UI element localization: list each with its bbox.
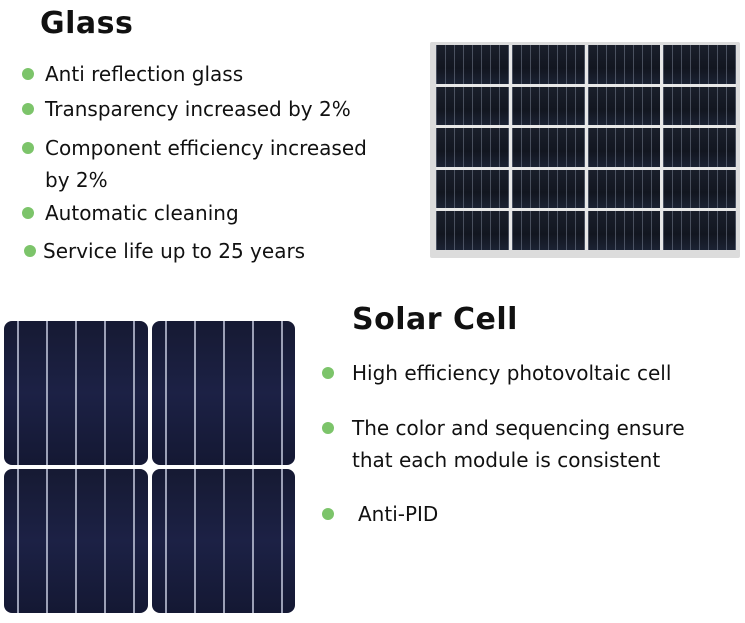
panel-cell	[587, 128, 661, 167]
bullet-icon	[22, 207, 34, 219]
bullet-icon	[22, 103, 34, 115]
cell-square	[4, 321, 148, 465]
glass-bullet-cont: by 2%	[45, 168, 108, 192]
bullet-icon	[24, 245, 36, 257]
bullet-icon	[322, 422, 334, 434]
glass-bullet: Service life up to 25 years	[43, 239, 306, 263]
cell-square	[4, 469, 148, 613]
glass-bullet: Transparency increased by 2%	[45, 97, 351, 121]
cell-bullet-cont: that each module is consistent	[352, 448, 661, 472]
panel-cell	[587, 45, 661, 84]
panel-cell	[587, 169, 661, 209]
panel-cell	[436, 169, 509, 209]
cell-square	[151, 469, 295, 613]
glass-title: Glass	[40, 6, 134, 41]
bullet-icon	[22, 68, 34, 80]
panel-cell	[587, 211, 661, 250]
panel-cell	[511, 169, 585, 209]
cell-square	[151, 321, 295, 465]
panel-cell	[511, 128, 585, 167]
panel-cell	[663, 211, 736, 250]
cell-bullet: The color and sequencing ensure	[352, 416, 685, 440]
solar-cell-title: Solar Cell	[352, 302, 518, 337]
panel-cell	[511, 45, 585, 84]
glass-bullet: Automatic cleaning	[45, 201, 239, 225]
panel-cell	[663, 169, 736, 209]
cell-bullet: High efficiency photovoltaic cell	[352, 361, 672, 385]
solar-panel-image	[430, 42, 740, 258]
bullet-icon	[322, 508, 334, 520]
bullet-icon	[322, 367, 334, 379]
solar-cell-image	[4, 321, 295, 613]
panel-cell	[436, 211, 509, 250]
glass-bullet: Component efficiency increased	[45, 136, 367, 160]
panel-cell	[436, 45, 509, 84]
panel-cell	[436, 86, 509, 126]
panel-cell	[511, 86, 585, 126]
panel-cell	[663, 45, 736, 84]
panel-cell	[436, 128, 509, 167]
bullet-icon	[22, 142, 34, 154]
glass-bullet: Anti reflection glass	[45, 62, 244, 86]
panel-cell	[663, 86, 736, 126]
panel-cell	[511, 211, 585, 250]
panel-cell	[587, 86, 661, 126]
cell-bullet: Anti-PID	[358, 502, 439, 526]
panel-cell	[663, 128, 736, 167]
